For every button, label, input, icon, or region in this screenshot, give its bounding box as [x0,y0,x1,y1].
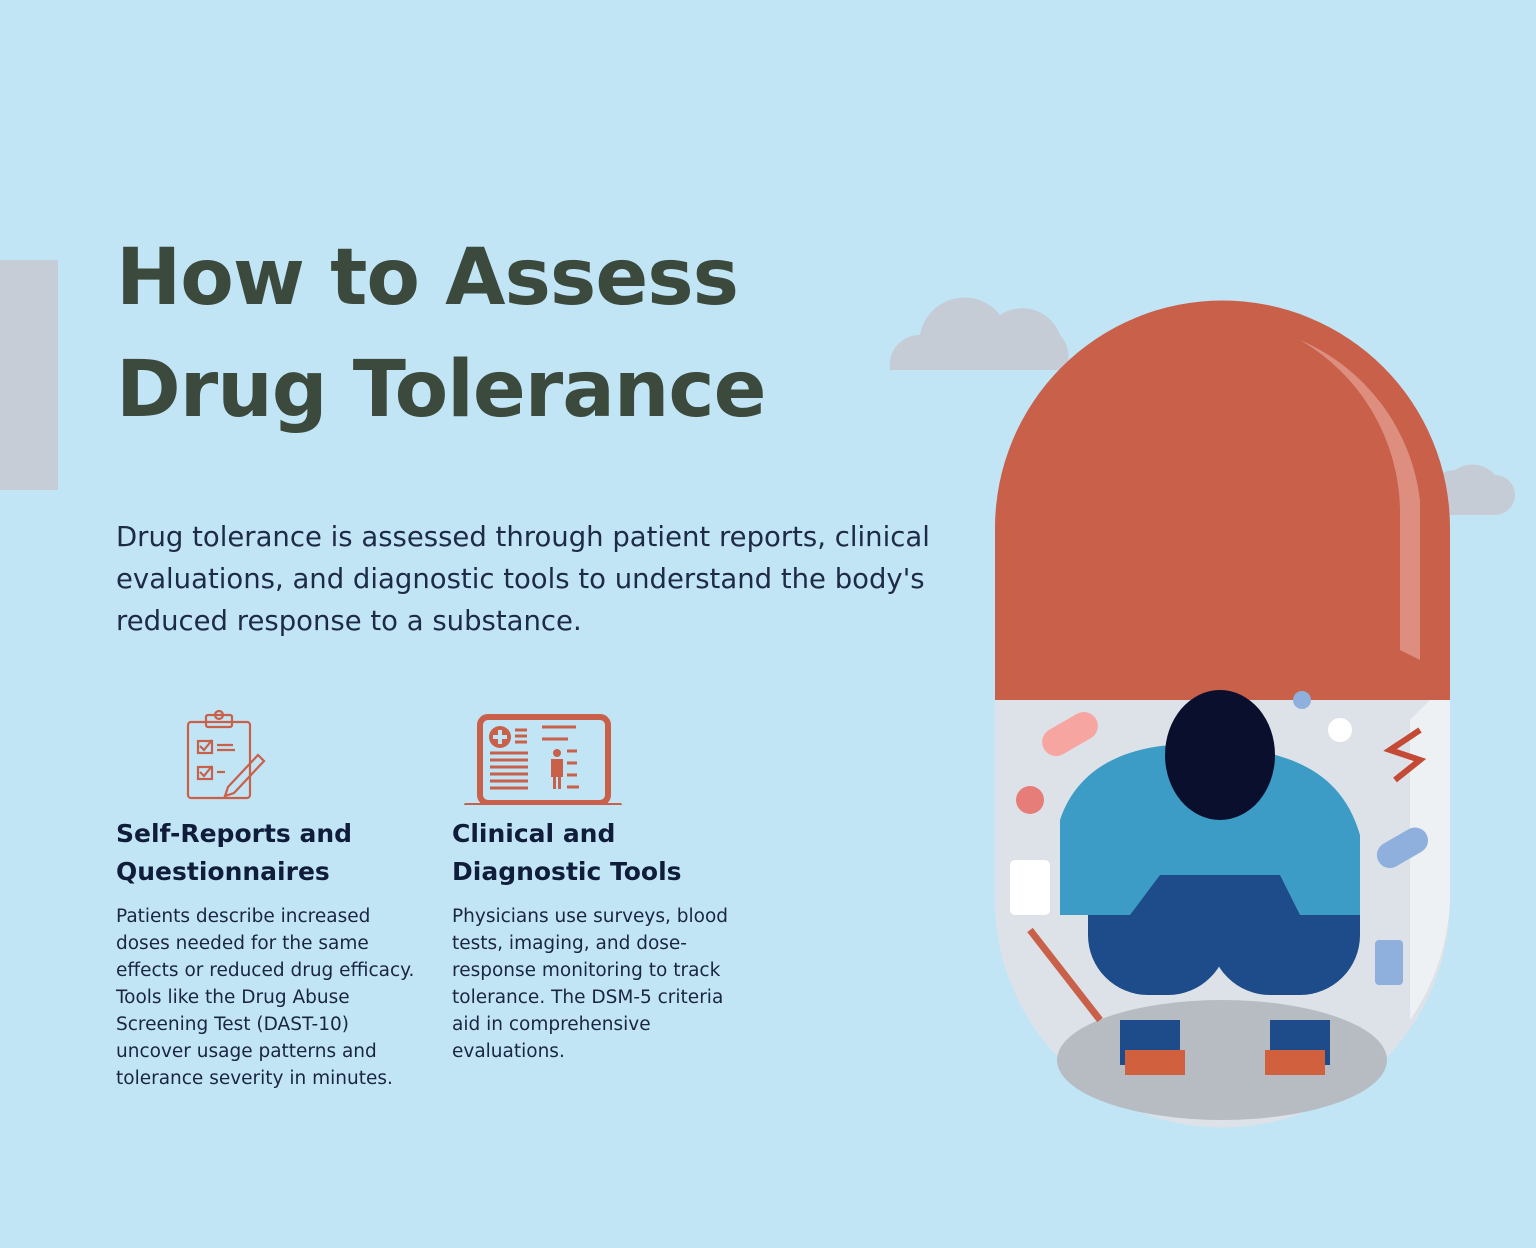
card-body: Physicians use surveys, blood tests, ima… [452,906,729,1062]
page-title: How to Assess Drug Tolerance [116,222,767,446]
intro-text: Drug tolerance is assessed through patie… [116,521,930,637]
cloud-icon [889,297,1515,515]
accent-bar [0,260,58,490]
card-heading: Self-Reports and Questionnaires [116,819,353,886]
card-clinical-tools: Clinical and Diagnostic Tools Physicians … [452,705,752,1065]
title-line-1: How to Assess [116,233,739,323]
title-line-2: Drug Tolerance [116,345,767,435]
laptop-medical-record-icon [452,705,752,809]
clipboard-checklist-icon [116,705,416,805]
card-self-reports: Self-Reports and Questionnaires Patients … [116,705,416,1092]
card-body: Patients describe increased doses needed… [116,906,415,1089]
pills-icon [1010,691,1428,1023]
pill-illustration [870,260,1530,1165]
card-heading: Clinical and Diagnostic Tools [452,819,682,886]
